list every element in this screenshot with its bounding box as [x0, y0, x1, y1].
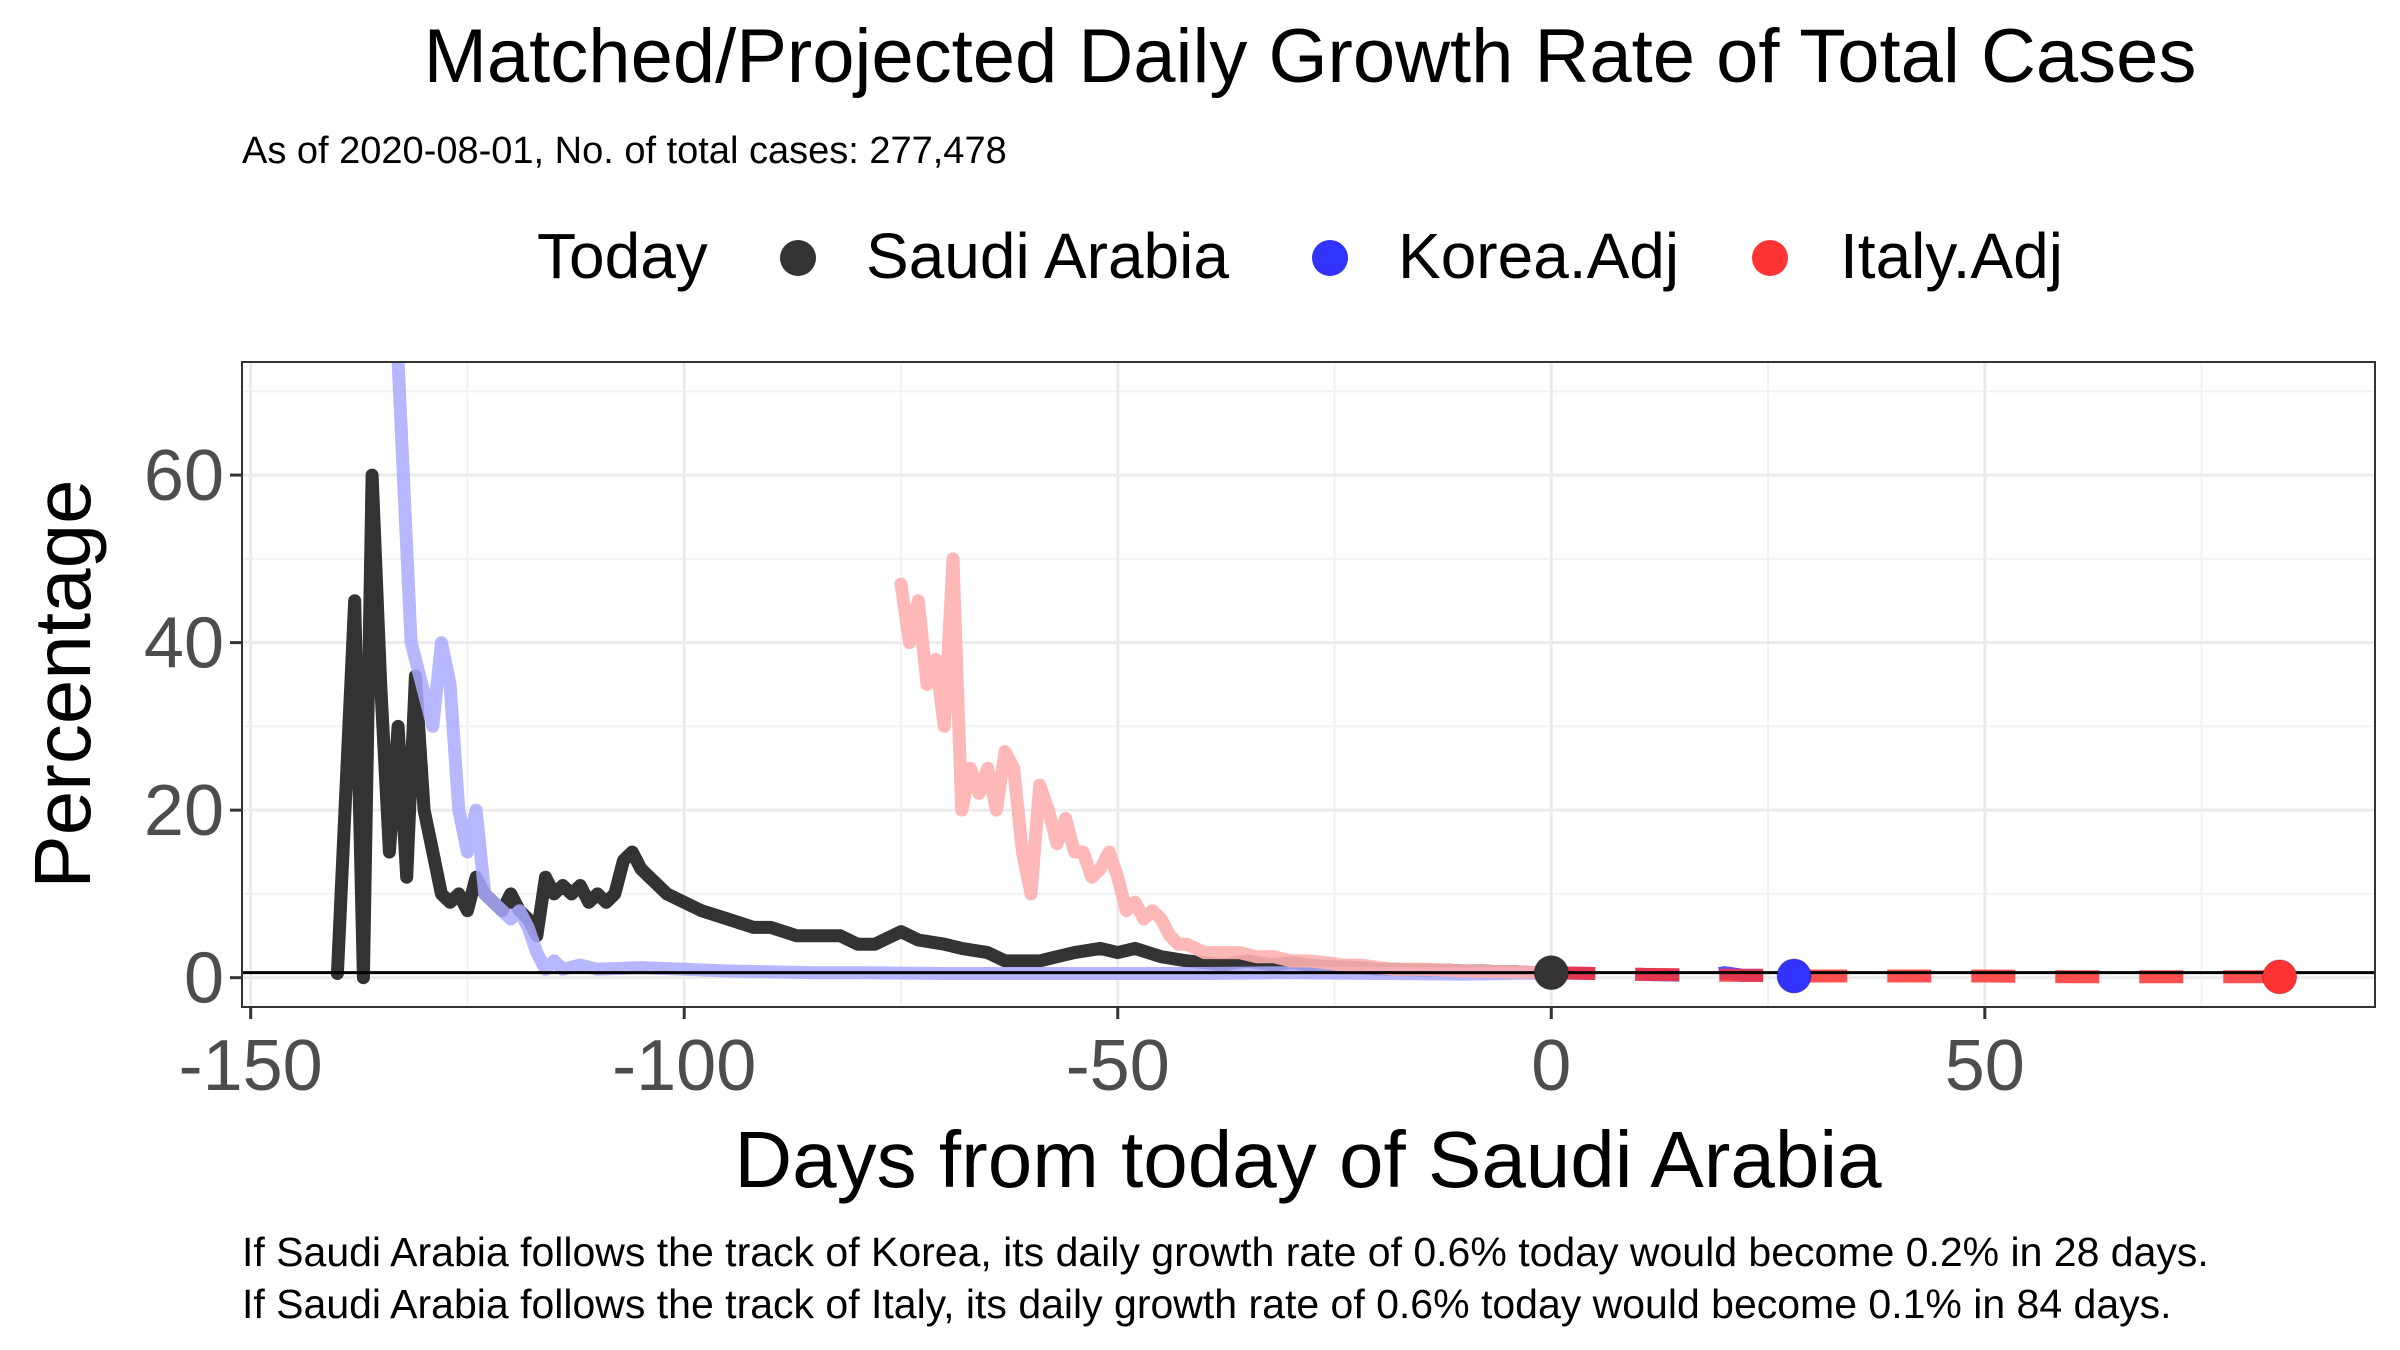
- y-tick-label: 40: [144, 604, 224, 684]
- series-projection-italy-adj: [1551, 966, 2280, 984]
- chart-title: Matched/Projected Daily Growth Rate of T…: [424, 14, 2197, 99]
- series-line-italy-adj: [894, 552, 1558, 980]
- legend-key-saudi-arabia: [780, 240, 816, 276]
- plot-series: [242, 362, 2375, 995]
- x-tick-label: -100: [612, 1026, 756, 1106]
- x-axis-label: Days from today of Saudi Arabia: [734, 1115, 1882, 1204]
- plot-panel-border: [241, 361, 2376, 1008]
- legend-label-korea-adj: Korea.Adj: [1398, 220, 1679, 292]
- legend-key-italy-adj: [1752, 240, 1788, 276]
- series-line-korea-adj: [391, 362, 1558, 981]
- x-tick-label: -150: [179, 1026, 323, 1106]
- caption-italy: If Saudi Arabia follows the track of Ita…: [242, 1281, 2172, 1327]
- today-marker-korea-adj: [1776, 958, 1812, 994]
- caption-korea: If Saudi Arabia follows the track of Kor…: [242, 1229, 2209, 1275]
- axes: -150 -100 -50 0 50 0 20 40 60: [144, 436, 2025, 1106]
- legend-item-italy-adj: Italy.Adj: [1752, 220, 2063, 292]
- today-marker-saudi-arabia: [1533, 955, 1569, 991]
- y-axis-label: Percentage: [18, 479, 107, 888]
- legend-label-italy-adj: Italy.Adj: [1840, 220, 2063, 292]
- legend-label-saudi-arabia: Saudi Arabia: [866, 220, 1229, 292]
- today-marker-italy-adj: [2262, 959, 2298, 995]
- legend-title: Today: [537, 220, 708, 292]
- legend-item-saudi-arabia: Saudi Arabia: [780, 220, 1229, 292]
- x-tick-label: 0: [1531, 1026, 1571, 1106]
- legend-key-korea-adj: [1312, 240, 1348, 276]
- y-tick-label: 0: [184, 939, 224, 1019]
- y-tick-label: 60: [144, 436, 224, 516]
- legend: Today Saudi Arabia Korea.Adj Italy.Adj: [537, 220, 2063, 292]
- y-tick-label: 20: [144, 771, 224, 851]
- grid: [242, 362, 2375, 1007]
- x-tick-label: -50: [1066, 1026, 1170, 1106]
- legend-item-korea-adj: Korea.Adj: [1312, 220, 1679, 292]
- x-tick-label: 50: [1945, 1026, 2025, 1106]
- chart-subtitle: As of 2020-08-01, No. of total cases: 27…: [242, 130, 1007, 172]
